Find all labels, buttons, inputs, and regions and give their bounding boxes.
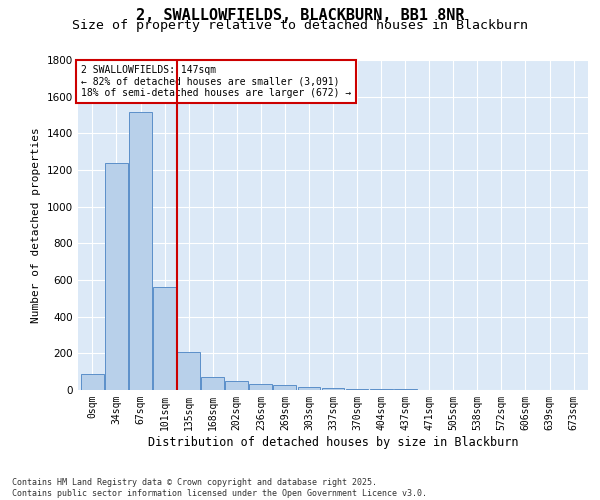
Text: 2, SWALLOWFIELDS, BLACKBURN, BB1 8NR: 2, SWALLOWFIELDS, BLACKBURN, BB1 8NR [136, 8, 464, 22]
Text: Size of property relative to detached houses in Blackburn: Size of property relative to detached ho… [72, 19, 528, 32]
X-axis label: Distribution of detached houses by size in Blackburn: Distribution of detached houses by size … [148, 436, 518, 448]
Bar [201, 377, 224, 390]
Bar [370, 389, 392, 390]
Bar [177, 352, 200, 390]
Bar [105, 162, 128, 390]
Bar [129, 112, 152, 390]
Bar [322, 388, 344, 390]
Bar [226, 381, 248, 390]
Text: Contains HM Land Registry data © Crown copyright and database right 2025.
Contai: Contains HM Land Registry data © Crown c… [12, 478, 427, 498]
Bar [250, 384, 272, 390]
Bar [346, 388, 368, 390]
Bar [81, 374, 104, 390]
Text: 2 SWALLOWFIELDS: 147sqm
← 82% of detached houses are smaller (3,091)
18% of semi: 2 SWALLOWFIELDS: 147sqm ← 82% of detache… [80, 65, 351, 98]
Bar [153, 288, 176, 390]
Bar [298, 386, 320, 390]
Y-axis label: Number of detached properties: Number of detached properties [31, 127, 41, 323]
Bar [274, 385, 296, 390]
